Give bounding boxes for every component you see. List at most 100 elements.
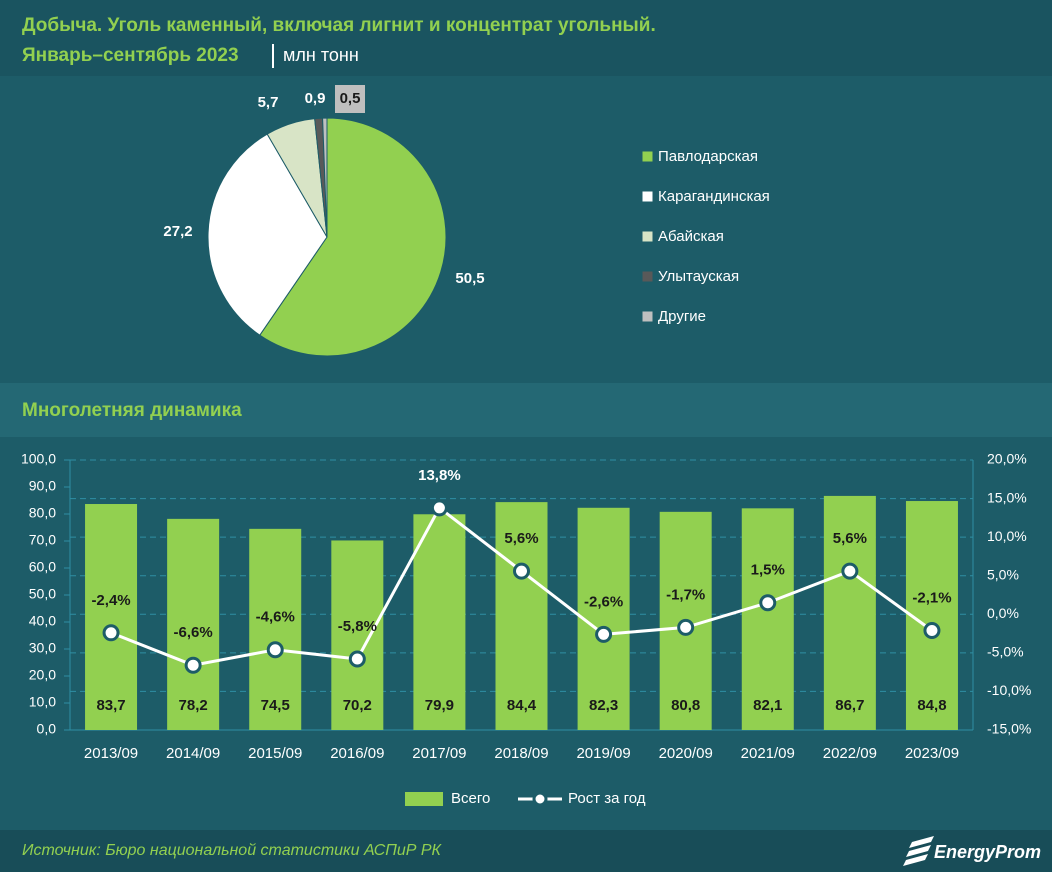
legend-label: Карагандинская <box>658 188 770 205</box>
legend-marker <box>532 791 548 807</box>
y-tick-label: 100,0 <box>21 451 56 467</box>
header-band <box>0 0 1052 76</box>
y-tick-label: 30,0 <box>29 640 56 656</box>
line-label: 13,8% <box>418 467 461 484</box>
line-point <box>841 562 859 580</box>
line-label: -2,1% <box>912 589 951 606</box>
line-point <box>595 625 613 643</box>
x-tick-label: 2021/09 <box>741 745 795 762</box>
bar <box>331 540 384 730</box>
bar-label: 70,2 <box>343 697 372 714</box>
bar <box>577 507 630 730</box>
data-label: 0,5 <box>340 90 361 107</box>
bar <box>823 495 876 730</box>
x-tick-label: 2014/09 <box>166 745 220 762</box>
y-tick-label: 20,0 <box>29 667 56 683</box>
section-title: Многолетняя динамика <box>22 400 242 421</box>
chart-subtitle: Январь–сентябрь 2023 <box>22 45 239 66</box>
y-tick-label: 10,0 <box>29 694 56 710</box>
x-tick-label: 2023/09 <box>905 745 959 762</box>
line-label: 5,6% <box>504 530 538 547</box>
bar-label: 79,9 <box>425 697 454 714</box>
logo: EnergyProm <box>934 842 1041 862</box>
line-point <box>184 656 202 674</box>
legend-label: Другие <box>658 308 706 325</box>
bar-label: 82,1 <box>753 697 782 714</box>
x-tick-label: 2013/09 <box>84 745 138 762</box>
y2-tick-label: 20,0% <box>987 451 1027 467</box>
legend-label: Рост за год <box>568 790 646 807</box>
legend-swatch <box>641 190 654 203</box>
legend-label: Всего <box>451 790 490 807</box>
y-tick-label: 0,0 <box>37 721 57 737</box>
y-tick-label: 70,0 <box>29 532 56 548</box>
bar-label: 83,7 <box>96 697 125 714</box>
legend-swatch <box>641 310 654 323</box>
pie-slice <box>322 117 328 238</box>
bar-label: 78,2 <box>179 697 208 714</box>
legend-swatch <box>405 792 443 806</box>
y-tick-label: 50,0 <box>29 586 56 602</box>
line-point <box>266 641 284 659</box>
y-tick-label: 60,0 <box>29 559 56 575</box>
line-point <box>759 594 777 612</box>
y2-tick-label: 0,0% <box>987 605 1019 621</box>
bar <box>495 502 548 730</box>
y-tick-label: 40,0 <box>29 613 56 629</box>
x-tick-label: 2022/09 <box>823 745 877 762</box>
data-label: 50,5 <box>455 270 484 287</box>
data-label: 5,7 <box>258 94 279 111</box>
source: Источник: Бюро национальной статистики А… <box>22 842 443 859</box>
y2-tick-label: -10,0% <box>987 682 1031 698</box>
y2-tick-label: 10,0% <box>987 528 1027 544</box>
y2-tick-label: 5,0% <box>987 566 1019 582</box>
section-band <box>0 383 1052 437</box>
bar <box>249 528 302 730</box>
line-point <box>513 562 530 580</box>
pie-slice <box>207 133 328 336</box>
line-label: -2,4% <box>91 592 130 609</box>
footer-band <box>0 830 1052 872</box>
line-point <box>430 499 448 517</box>
bar <box>413 514 466 730</box>
chart-title: Добыча. Уголь каменный, включая лигнит и… <box>22 15 656 36</box>
line-label: 1,5% <box>751 562 785 579</box>
bar <box>905 501 958 730</box>
y2-tick-label: -15,0% <box>987 721 1031 737</box>
line-point <box>348 650 366 668</box>
line-label: -1,7% <box>666 586 705 603</box>
line-point <box>102 624 120 642</box>
bar <box>167 518 220 730</box>
bar-label: 74,5 <box>261 697 290 714</box>
legend-swatch <box>641 230 654 243</box>
x-tick-label: 2016/09 <box>330 745 384 762</box>
line-label: 5,6% <box>833 530 867 547</box>
legend-label: Улытауская <box>658 268 739 285</box>
label-box <box>335 85 365 113</box>
data-label: 0,9 <box>305 90 326 107</box>
legend-swatch <box>641 150 654 163</box>
pie-slice <box>259 117 447 357</box>
unit: млн тонн <box>283 45 359 65</box>
x-tick-label: 2019/09 <box>576 745 630 762</box>
legend-swatch <box>641 270 654 283</box>
bar-label: 86,7 <box>835 697 864 714</box>
y-tick-label: 80,0 <box>29 505 56 521</box>
y2-tick-label: 15,0% <box>987 489 1027 505</box>
x-tick-label: 2020/09 <box>659 745 713 762</box>
line-point <box>677 618 695 636</box>
bar <box>85 504 138 730</box>
legend-label: Павлодарская <box>658 148 758 165</box>
x-tick-label: 2015/09 <box>248 745 302 762</box>
line-label: -4,6% <box>256 609 295 626</box>
line-label: -5,8% <box>338 618 377 635</box>
x-tick-label: 2018/09 <box>494 745 548 762</box>
logo-icon <box>903 836 934 866</box>
bar-label: 84,4 <box>507 697 537 714</box>
y2-tick-label: -5,0% <box>987 644 1024 660</box>
bar-label: 82,3 <box>589 697 618 714</box>
bar-label: 84,8 <box>917 697 946 714</box>
line-point <box>923 621 941 639</box>
